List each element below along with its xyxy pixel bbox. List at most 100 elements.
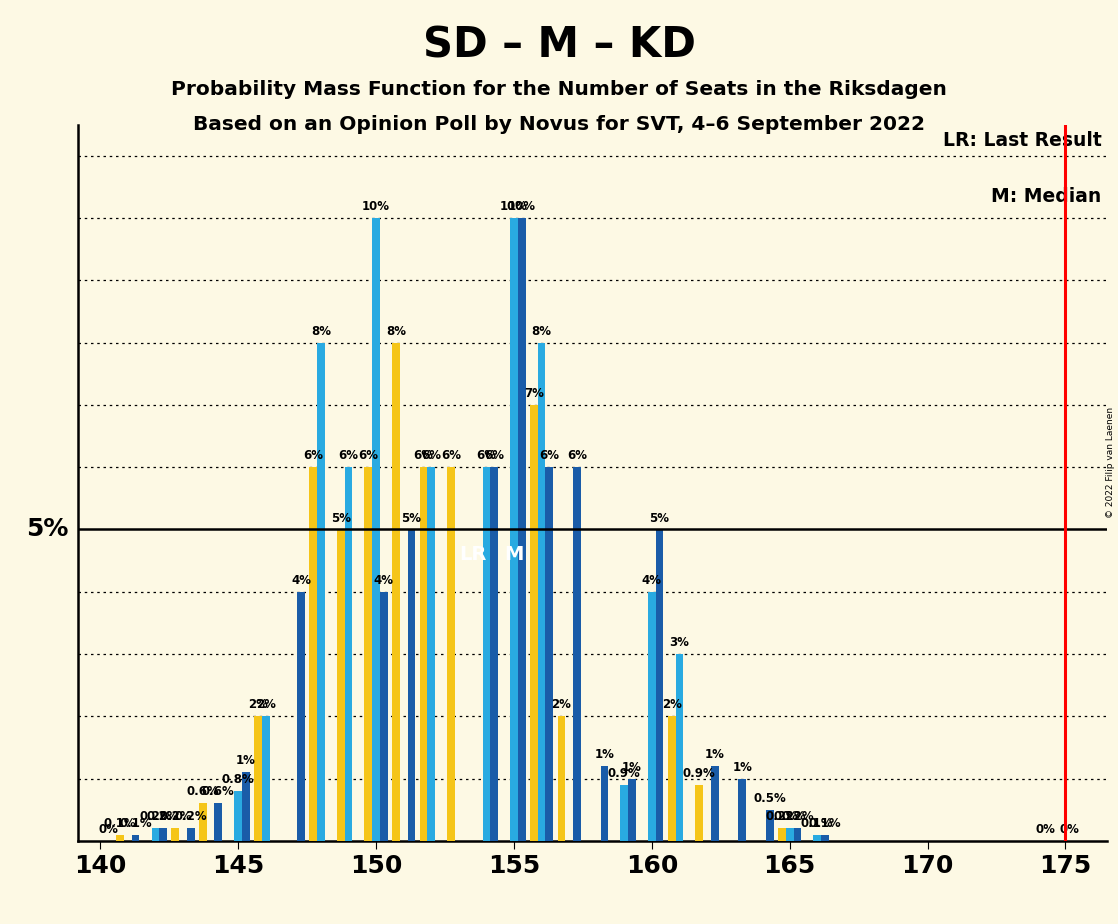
Text: SD – M – KD: SD – M – KD xyxy=(423,24,695,66)
Text: 8%: 8% xyxy=(531,324,551,337)
Bar xyxy=(392,343,400,841)
Text: 4%: 4% xyxy=(291,574,311,587)
Bar xyxy=(572,468,580,841)
Text: 1%: 1% xyxy=(704,748,724,761)
Bar xyxy=(738,779,746,841)
Text: 6%: 6% xyxy=(414,449,434,462)
Bar xyxy=(116,834,124,841)
Bar xyxy=(372,218,380,841)
Bar xyxy=(243,772,249,841)
Text: 1%: 1% xyxy=(622,760,642,773)
Text: 0%: 0% xyxy=(98,823,119,836)
Text: 0.9%: 0.9% xyxy=(683,767,716,780)
Bar xyxy=(427,468,435,841)
Bar xyxy=(667,716,675,841)
Bar xyxy=(364,468,372,841)
Text: 0%: 0% xyxy=(1060,823,1079,836)
Text: M: Median: M: Median xyxy=(991,187,1101,206)
Bar xyxy=(160,829,167,841)
Bar xyxy=(337,529,344,841)
Text: 6%: 6% xyxy=(484,449,504,462)
Text: 6%: 6% xyxy=(359,449,378,462)
Bar xyxy=(199,804,207,841)
Bar xyxy=(510,218,518,841)
Text: LR: LR xyxy=(458,545,486,564)
Bar xyxy=(558,716,566,841)
Bar xyxy=(778,829,786,841)
Bar xyxy=(546,468,553,841)
Text: 6%: 6% xyxy=(421,449,442,462)
Text: 6%: 6% xyxy=(339,449,359,462)
Text: 1%: 1% xyxy=(236,754,256,767)
Text: 2%: 2% xyxy=(248,699,268,711)
Text: 2%: 2% xyxy=(662,699,682,711)
Text: 10%: 10% xyxy=(362,201,390,213)
Bar xyxy=(711,766,719,841)
Bar xyxy=(483,468,490,841)
Bar xyxy=(620,784,628,841)
Text: 0.2%: 0.2% xyxy=(766,810,798,823)
Text: 10%: 10% xyxy=(508,201,536,213)
Text: 7%: 7% xyxy=(524,387,543,400)
Text: 0.1%: 0.1% xyxy=(104,817,136,830)
Bar xyxy=(235,791,243,841)
Text: 6%: 6% xyxy=(303,449,323,462)
Bar xyxy=(310,468,318,841)
Bar xyxy=(786,829,794,841)
Text: 0.2%: 0.2% xyxy=(139,810,172,823)
Bar xyxy=(318,343,325,841)
Text: LR: Last Result: LR: Last Result xyxy=(942,131,1101,150)
Bar xyxy=(766,809,774,841)
Bar xyxy=(675,654,683,841)
Bar xyxy=(187,829,195,841)
Text: 10%: 10% xyxy=(500,201,528,213)
Bar xyxy=(695,784,703,841)
Bar xyxy=(794,829,802,841)
Bar xyxy=(600,766,608,841)
Text: 3%: 3% xyxy=(670,636,690,649)
Text: 2%: 2% xyxy=(551,699,571,711)
Bar xyxy=(490,468,498,841)
Text: 0%: 0% xyxy=(1035,823,1055,836)
Bar xyxy=(254,716,262,841)
Text: Probability Mass Function for the Number of Seats in the Riksdagen: Probability Mass Function for the Number… xyxy=(171,80,947,100)
Text: 0.1%: 0.1% xyxy=(808,817,842,830)
Bar xyxy=(380,591,388,841)
Bar xyxy=(297,591,305,841)
Text: 1%: 1% xyxy=(595,748,614,761)
Bar xyxy=(132,834,140,841)
Text: M: M xyxy=(504,545,523,564)
Text: 6%: 6% xyxy=(567,449,587,462)
Bar xyxy=(215,804,222,841)
Bar xyxy=(419,468,427,841)
Bar xyxy=(530,405,538,841)
Bar xyxy=(628,779,636,841)
Text: 6%: 6% xyxy=(539,449,559,462)
Text: 0.8%: 0.8% xyxy=(221,773,255,786)
Bar xyxy=(655,529,663,841)
Bar xyxy=(538,343,546,841)
Text: 4%: 4% xyxy=(642,574,662,587)
Text: 2%: 2% xyxy=(256,699,276,711)
Text: 0.6%: 0.6% xyxy=(187,785,219,798)
Text: © 2022 Filip van Laenen: © 2022 Filip van Laenen xyxy=(1106,407,1115,517)
Text: 0.5%: 0.5% xyxy=(754,792,786,805)
Text: 0.2%: 0.2% xyxy=(774,810,806,823)
Bar xyxy=(171,829,179,841)
Bar xyxy=(447,468,455,841)
Bar xyxy=(518,218,525,841)
Bar xyxy=(152,829,160,841)
Bar xyxy=(821,834,828,841)
Text: 0.1%: 0.1% xyxy=(120,817,152,830)
Text: 0.6%: 0.6% xyxy=(202,785,235,798)
Text: 0.2%: 0.2% xyxy=(159,810,191,823)
Text: 8%: 8% xyxy=(311,324,331,337)
Text: 5%: 5% xyxy=(26,517,68,541)
Text: 0.9%: 0.9% xyxy=(608,767,641,780)
Text: 5%: 5% xyxy=(331,512,351,525)
Text: 6%: 6% xyxy=(476,449,496,462)
Text: Based on an Opinion Poll by Novus for SVT, 4–6 September 2022: Based on an Opinion Poll by Novus for SV… xyxy=(193,116,925,135)
Text: 6%: 6% xyxy=(442,449,461,462)
Text: 0.2%: 0.2% xyxy=(174,810,207,823)
Text: 0.2%: 0.2% xyxy=(781,810,814,823)
